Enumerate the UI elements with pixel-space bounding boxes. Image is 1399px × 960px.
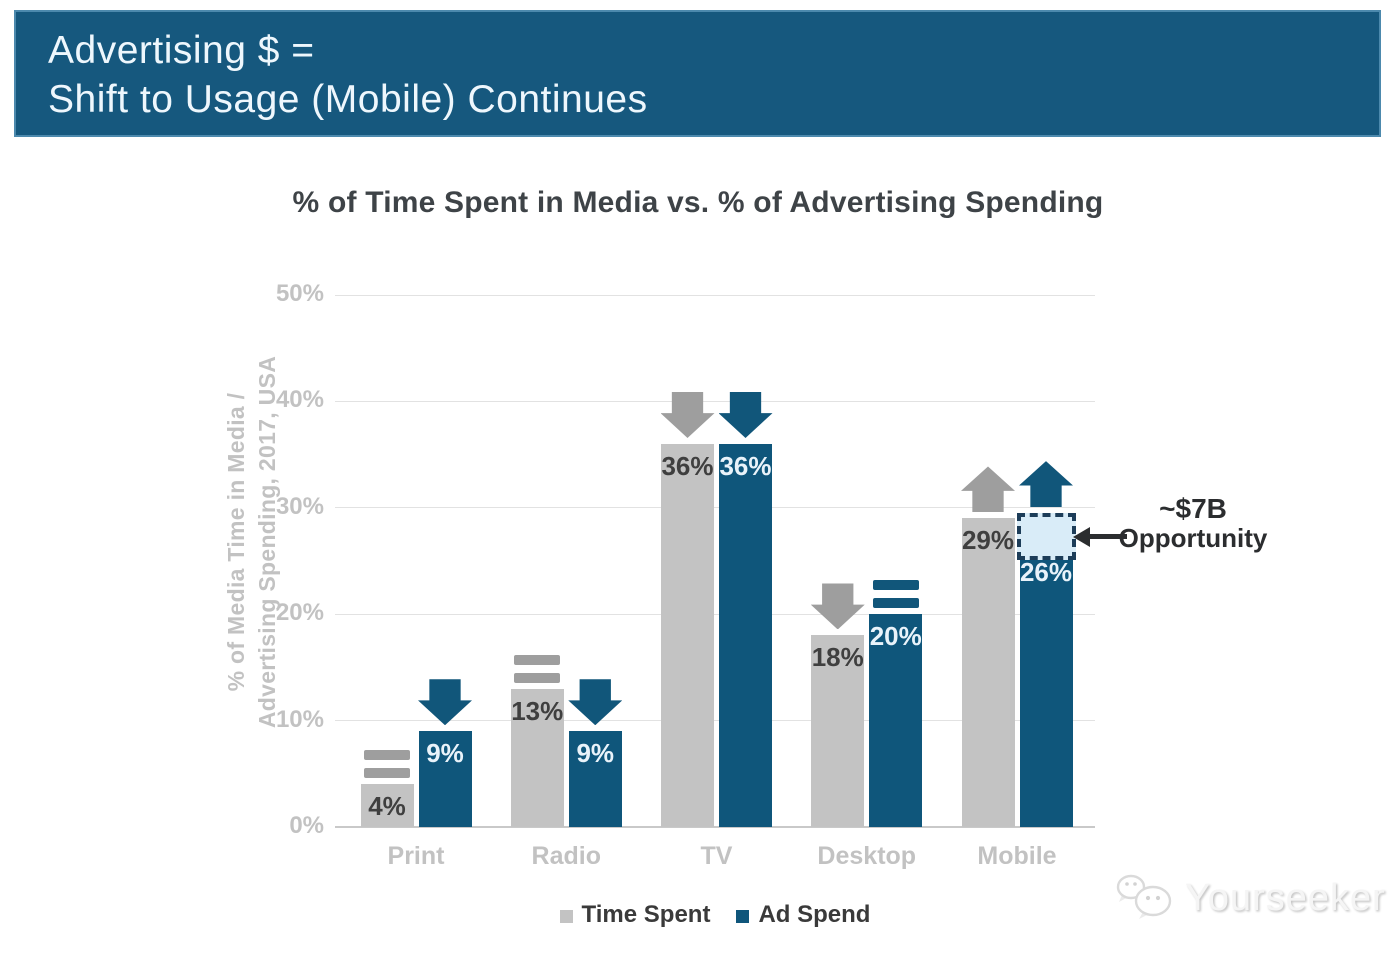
- bar-radio-ad-spend: [568, 731, 622, 827]
- trend-equals-icon-desktop-ad-spend-bar-0: [872, 580, 919, 591]
- bar-desktop-ad-spend: [869, 614, 923, 827]
- watermark-text: Yourseeker: [1185, 876, 1386, 919]
- legend-label: Ad Spend: [758, 901, 871, 928]
- bar-print-ad-spend: [418, 731, 472, 827]
- trend-up-icon-mobile-time-spent: [961, 466, 1015, 513]
- trend-equals-icon-print-time-spent-bar-0: [364, 750, 410, 761]
- x-category-label-mobile: Mobile: [977, 842, 1057, 870]
- trend-equals-icon-radio-time-spent: [514, 654, 561, 683]
- bar-radio-time-spent: [510, 688, 564, 827]
- bar-mobile-time-spent: [961, 518, 1015, 827]
- trend-equals-icon-print-time-spent: [364, 750, 410, 779]
- header-line-1: Advertising $ =: [48, 29, 315, 72]
- y-tick-label-20: 20%: [275, 599, 324, 627]
- legend-item-ad-spend: Ad Spend: [736, 901, 870, 929]
- bar-desktop-time-spent: [811, 635, 865, 827]
- watermark: Yourseeker: [1112, 872, 1386, 924]
- trend-equals-icon-print-time-spent-bar-1: [364, 768, 410, 779]
- trend-equals-icon-desktop-ad-spend-bar-1: [872, 598, 919, 609]
- chart-legend: Time Spent Ad Spend: [335, 901, 1095, 929]
- x-category-label-desktop: Desktop: [817, 842, 917, 870]
- bar-value-label-tv-time-spent: 36%: [661, 450, 714, 481]
- opportunity-annotation-label: Opportunity: [1118, 523, 1268, 553]
- trend-down-icon-print-ad-spend: [418, 679, 472, 726]
- header-line-2: Shift to Usage (Mobile) Continues: [48, 78, 648, 121]
- x-category-label-tv: TV: [700, 842, 733, 870]
- gridline-30: [335, 507, 1095, 509]
- annotation-arrow-shaft: [1089, 534, 1127, 539]
- gridline-50: [335, 294, 1095, 296]
- bar-value-label-mobile-time-spent: 29%: [961, 525, 1015, 556]
- opportunity-annotation: ~$7B Opportunity: [1108, 493, 1278, 553]
- trend-up-icon-mobile-ad-spend: [1019, 461, 1073, 508]
- trend-equals-icon-radio-time-spent-bar-1: [514, 672, 561, 683]
- bar-value-label-mobile-ad-spend: 26%: [1019, 557, 1073, 588]
- y-tick-label-10: 10%: [275, 705, 324, 733]
- gridline-0: [335, 826, 1095, 828]
- annotation-left-arrow-icon: [1073, 527, 1090, 547]
- y-tick-label-0: 0%: [289, 812, 324, 839]
- trend-equals-icon-desktop-ad-spend: [872, 580, 919, 609]
- chat-bubbles-logo-icon: [1116, 874, 1172, 919]
- bar-tv-ad-spend: [719, 443, 772, 827]
- bar-value-label-print-ad-spend: 9%: [426, 738, 464, 769]
- legend-label: Time Spent: [581, 901, 711, 928]
- bar-value-label-radio-time-spent: 13%: [511, 695, 564, 726]
- trend-down-icon-tv-time-spent: [660, 391, 715, 438]
- trend-equals-icon-radio-time-spent-bar-0: [514, 654, 561, 665]
- opportunity-box: [1016, 513, 1076, 561]
- legend-item-time-spent: Time Spent: [559, 901, 711, 929]
- trend-down-icon-desktop-time-spent: [810, 583, 865, 630]
- trend-down-icon-tv-ad-spend: [718, 391, 773, 438]
- legend-swatch-blue: [736, 909, 750, 923]
- trend-down-icon-radio-ad-spend: [568, 679, 623, 726]
- bar-value-label-print-time-spent: 4%: [368, 791, 406, 822]
- slide-header-banner: Advertising $ = Shift to Usage (Mobile) …: [14, 10, 1381, 137]
- gridline-10: [335, 720, 1095, 722]
- bar-tv-time-spent: [661, 443, 714, 827]
- gridline-20: [335, 613, 1095, 615]
- y-tick-label-30: 30%: [275, 492, 324, 520]
- bar-value-label-desktop-time-spent: 18%: [811, 642, 864, 673]
- bar-print-time-spent: [360, 784, 414, 827]
- opportunity-annotation-value: ~$7B: [1159, 493, 1227, 524]
- bar-mobile-ad-spend: [1019, 550, 1073, 827]
- bar-value-label-desktop-ad-spend: 20%: [869, 621, 922, 652]
- x-category-label-radio: Radio: [531, 842, 601, 870]
- legend-swatch-gray: [559, 909, 573, 923]
- chart-title: % of Time Spent in Media vs. % of Advert…: [292, 186, 1104, 219]
- gridline-40: [335, 400, 1095, 402]
- bar-value-label-radio-ad-spend: 9%: [576, 738, 615, 769]
- y-tick-label-50: 50%: [275, 280, 324, 307]
- bar-value-label-tv-ad-spend: 36%: [719, 450, 772, 481]
- y-tick-label-40: 40%: [275, 386, 324, 414]
- x-category-label-print: Print: [387, 842, 445, 870]
